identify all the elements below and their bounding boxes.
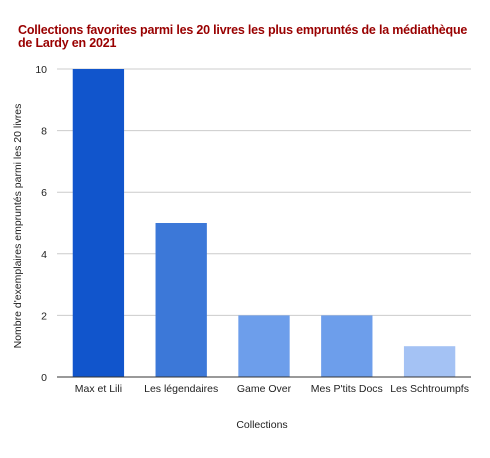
bars: [72, 69, 456, 377]
y-tick-label: 2: [41, 310, 47, 322]
y-tick-label: 0: [41, 372, 47, 384]
y-tick-label: 8: [41, 126, 47, 138]
bar: [321, 315, 373, 377]
y-tick-label: 4: [41, 249, 47, 261]
x-axis-title: Collections: [236, 419, 287, 431]
x-tick-label: Max et Lili: [75, 383, 122, 395]
x-axis-ticks: Max et Lili Les légendaires Game Over Mes P…: [75, 383, 469, 395]
y-axis-title: Nombre d'exemplaires empruntés parmi les…: [12, 104, 24, 349]
x-tick-label: Les légendaires: [144, 383, 218, 395]
x-tick-label: Mes P'tits Docs: [311, 383, 383, 395]
bar: [155, 223, 207, 377]
y-tick-label: 6: [41, 187, 47, 199]
y-axis-ticks: 0 2 4 6 8 10: [35, 64, 47, 384]
y-tick-label: 10: [35, 64, 47, 76]
x-tick-label: Les Schtroumpfs: [390, 383, 469, 395]
bar: [238, 315, 290, 377]
bar: [403, 346, 456, 377]
x-tick-label: Game Over: [237, 383, 292, 395]
bar: [72, 69, 125, 377]
chart-title: Collections favorites parmi les 20 livre…: [18, 23, 468, 50]
